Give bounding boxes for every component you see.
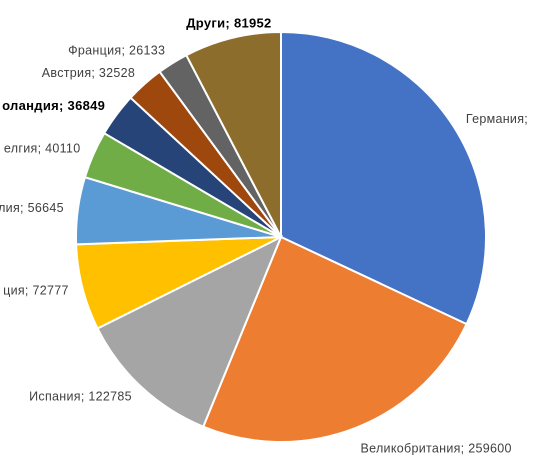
data-label: Германия; bbox=[466, 112, 528, 126]
data-label: ция; 72777 bbox=[3, 283, 69, 297]
pie-slice bbox=[96, 234, 283, 428]
data-label: лия; 56645 bbox=[0, 201, 64, 215]
pie-slice bbox=[184, 30, 282, 238]
data-label: Австрия; 32528 bbox=[42, 66, 135, 80]
pie-slice bbox=[280, 30, 487, 326]
data-label: Други; 81952 bbox=[186, 16, 271, 31]
data-label: Франция; 26133 bbox=[68, 43, 165, 57]
pie-slice bbox=[201, 235, 468, 443]
data-label: елгия; 40110 bbox=[4, 141, 81, 155]
data-label: оландия; 36849 bbox=[2, 98, 105, 113]
data-label: Испания; 122785 bbox=[29, 390, 132, 404]
data-label: Великобритания; 259600 bbox=[360, 441, 511, 455]
